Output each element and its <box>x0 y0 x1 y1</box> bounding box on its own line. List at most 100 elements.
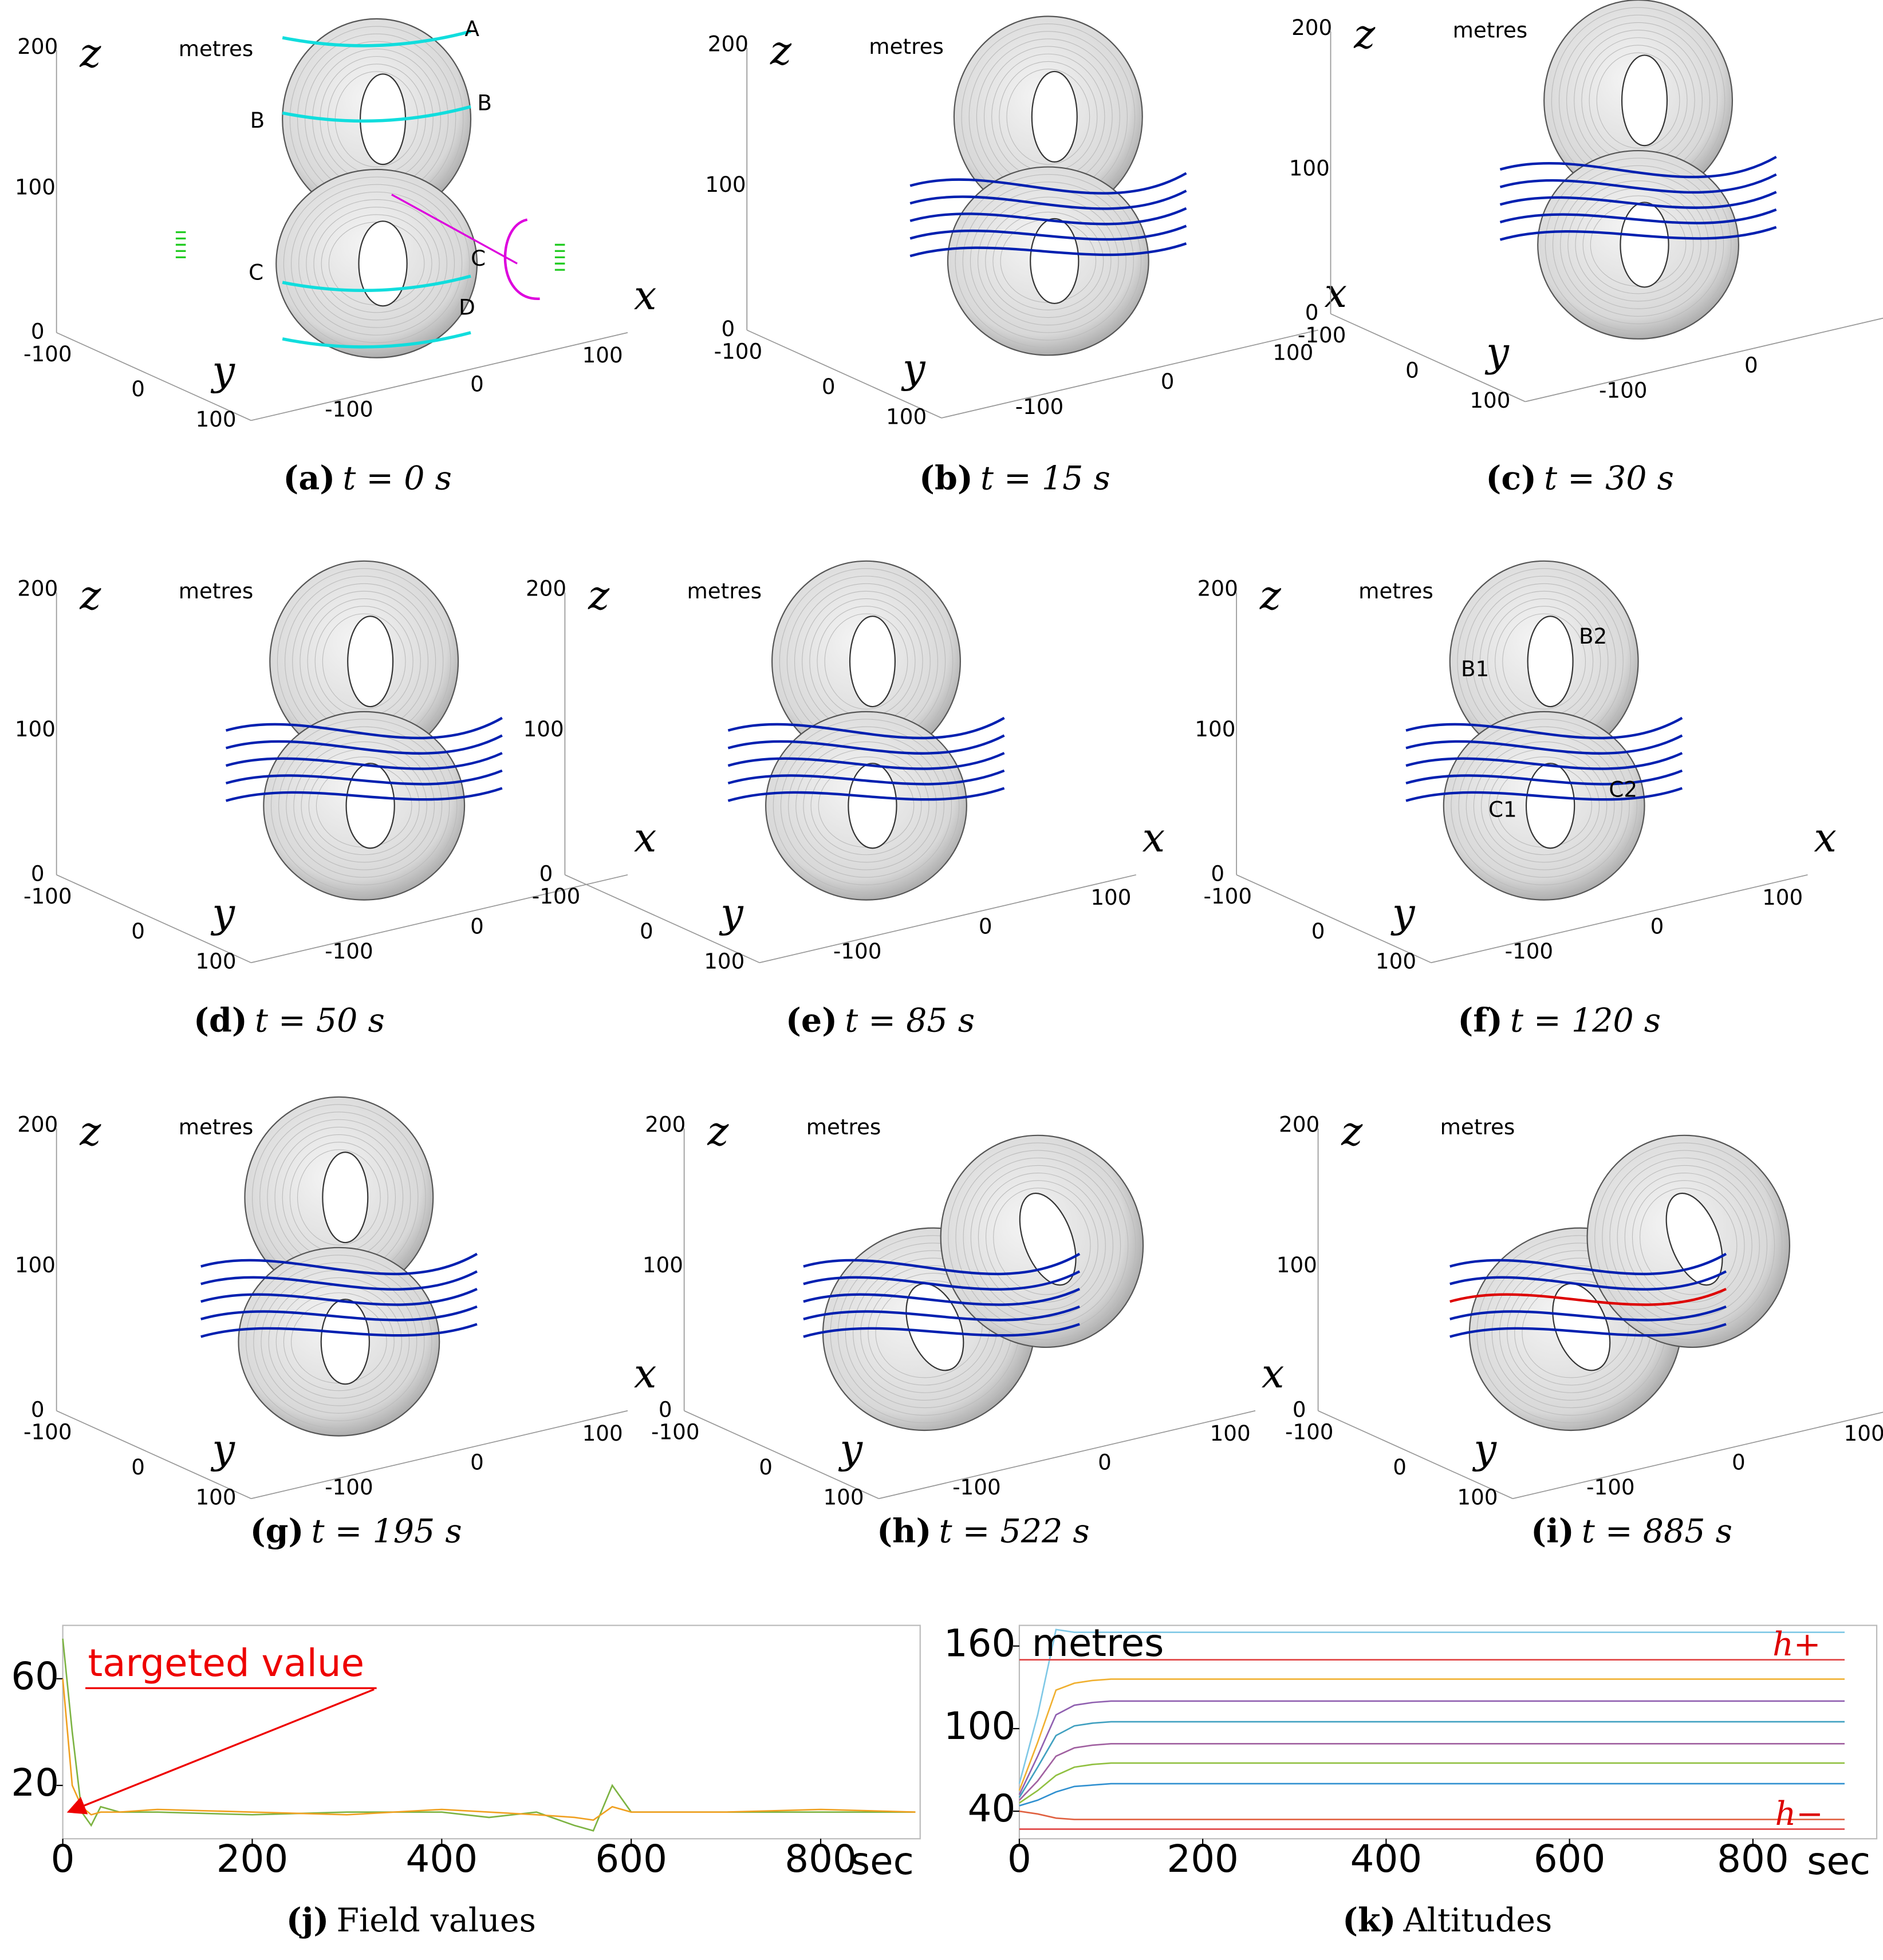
axis-line <box>759 874 1136 964</box>
plot-frame <box>1018 1624 1878 1840</box>
x-tick-label: -100 <box>952 1474 1001 1500</box>
torus-mesh <box>1582 195 1694 294</box>
axis-line <box>746 329 942 419</box>
z-tick-label: 100 <box>1289 155 1330 180</box>
section-line <box>282 30 471 48</box>
z-tick-label: 0 <box>1293 1397 1306 1422</box>
torus-mesh <box>810 756 922 855</box>
series-line <box>62 1678 916 1821</box>
z-tick-label: 200 <box>1197 576 1238 601</box>
z-axis-label: z <box>1341 1108 1363 1155</box>
torus-mesh <box>1594 1142 1783 1340</box>
torus-mesh <box>1488 756 1600 855</box>
torus-mesh <box>321 214 432 313</box>
x-tick-label: 200 <box>216 1837 289 1881</box>
field-line <box>803 1270 1081 1291</box>
torus-mesh <box>978 1172 1106 1310</box>
y-tick-label: 100 <box>195 1485 236 1510</box>
annotation: C1 <box>1488 797 1517 822</box>
caption: t = 15 s <box>980 460 1110 498</box>
field-line <box>1405 769 1683 786</box>
caption: Field values <box>336 1902 535 1939</box>
y-tick-label: -100 <box>23 341 72 366</box>
x-axis-label: sec <box>1807 1839 1870 1883</box>
series-line <box>1018 1721 1845 1798</box>
z-tick-label: 0 <box>1305 299 1319 325</box>
torus-hole <box>1527 616 1574 708</box>
caption: t = 522 s <box>939 1513 1090 1551</box>
caption: t = 50 s <box>255 1001 385 1039</box>
x-axis-label: x <box>1262 1350 1285 1397</box>
y-tick-label: 0 <box>131 376 145 401</box>
y-axis-label: y <box>901 345 926 392</box>
x-tick-label: 100 <box>1844 1421 1883 1446</box>
z-tick-label: 200 <box>526 576 566 601</box>
torus <box>275 168 478 358</box>
y-tick-label: -100 <box>532 884 581 909</box>
unit-label: metres <box>179 1114 254 1139</box>
y-tick-label: 100 <box>1376 949 1416 974</box>
caption-label: (f) <box>1457 1001 1502 1039</box>
annotation: C <box>471 246 486 271</box>
torus <box>263 711 466 901</box>
axis-line <box>565 874 760 964</box>
field-line <box>200 1288 478 1306</box>
x-axis-label: x <box>1143 814 1165 861</box>
series-line <box>1019 1762 1845 1804</box>
field-line <box>1499 191 1777 209</box>
x-axis-label: x <box>1325 270 1348 317</box>
field-line <box>200 1305 478 1322</box>
caption-label: (h) <box>877 1512 931 1551</box>
torus-mesh <box>1458 726 1630 885</box>
z-tick-label: 0 <box>31 1397 45 1422</box>
field-line <box>1449 1270 1727 1291</box>
field-line <box>803 1305 1080 1322</box>
unit-label: metres <box>179 578 254 604</box>
caption: t = 120 s <box>1510 1001 1661 1039</box>
field-line <box>225 752 503 770</box>
y-tick-label: -100 <box>1203 884 1252 909</box>
series-line <box>1019 1782 1845 1807</box>
torus-mesh <box>270 719 458 893</box>
y-tick-label: 0 <box>640 918 653 944</box>
y-tick-label: 100 <box>1457 1485 1498 1510</box>
y-tick-label: 60 <box>11 1654 59 1698</box>
y-tick-label: -100 <box>23 884 72 909</box>
x-tick-label: 0 <box>1650 913 1664 938</box>
y-tick-label: -100 <box>714 338 763 364</box>
unit-label: metres <box>687 578 762 604</box>
x-axis-label: x <box>634 1350 657 1397</box>
torus-hole <box>347 616 394 708</box>
y-axis-label: y <box>1472 1426 1497 1473</box>
x-tick-label: 800 <box>1717 1837 1789 1881</box>
y-tick-label: 40 <box>968 1787 1016 1831</box>
field-line <box>727 769 1005 786</box>
annotation: D <box>459 295 475 320</box>
arrow <box>66 1688 375 1815</box>
torus <box>1443 711 1645 901</box>
annotation: A <box>464 16 479 41</box>
y-axis-label: y <box>719 890 744 937</box>
annotation: B <box>250 108 265 133</box>
x-tick-label: 800 <box>785 1837 857 1881</box>
x-tick-label: -100 <box>1586 1474 1635 1500</box>
axis-line <box>56 1410 251 1500</box>
x-tick-label: 0 <box>1744 353 1758 378</box>
torus-mesh <box>1624 1172 1752 1310</box>
y-axis-label: y <box>210 1426 235 1473</box>
section-line <box>282 331 471 349</box>
y-tick-label: -100 <box>651 1419 700 1445</box>
x-tick-label: 0 <box>470 1449 484 1474</box>
x-axis-label: x <box>634 272 657 319</box>
caption-label: (a) <box>283 459 335 498</box>
axis-line <box>56 874 251 964</box>
y-tick-label: 100 <box>944 1704 1016 1748</box>
axis-line <box>1236 874 1432 964</box>
torus-mesh <box>993 1188 1091 1295</box>
torus-mesh <box>970 1165 1113 1318</box>
axis-line <box>1431 874 1808 964</box>
x-tick-label: 600 <box>1534 1837 1606 1881</box>
